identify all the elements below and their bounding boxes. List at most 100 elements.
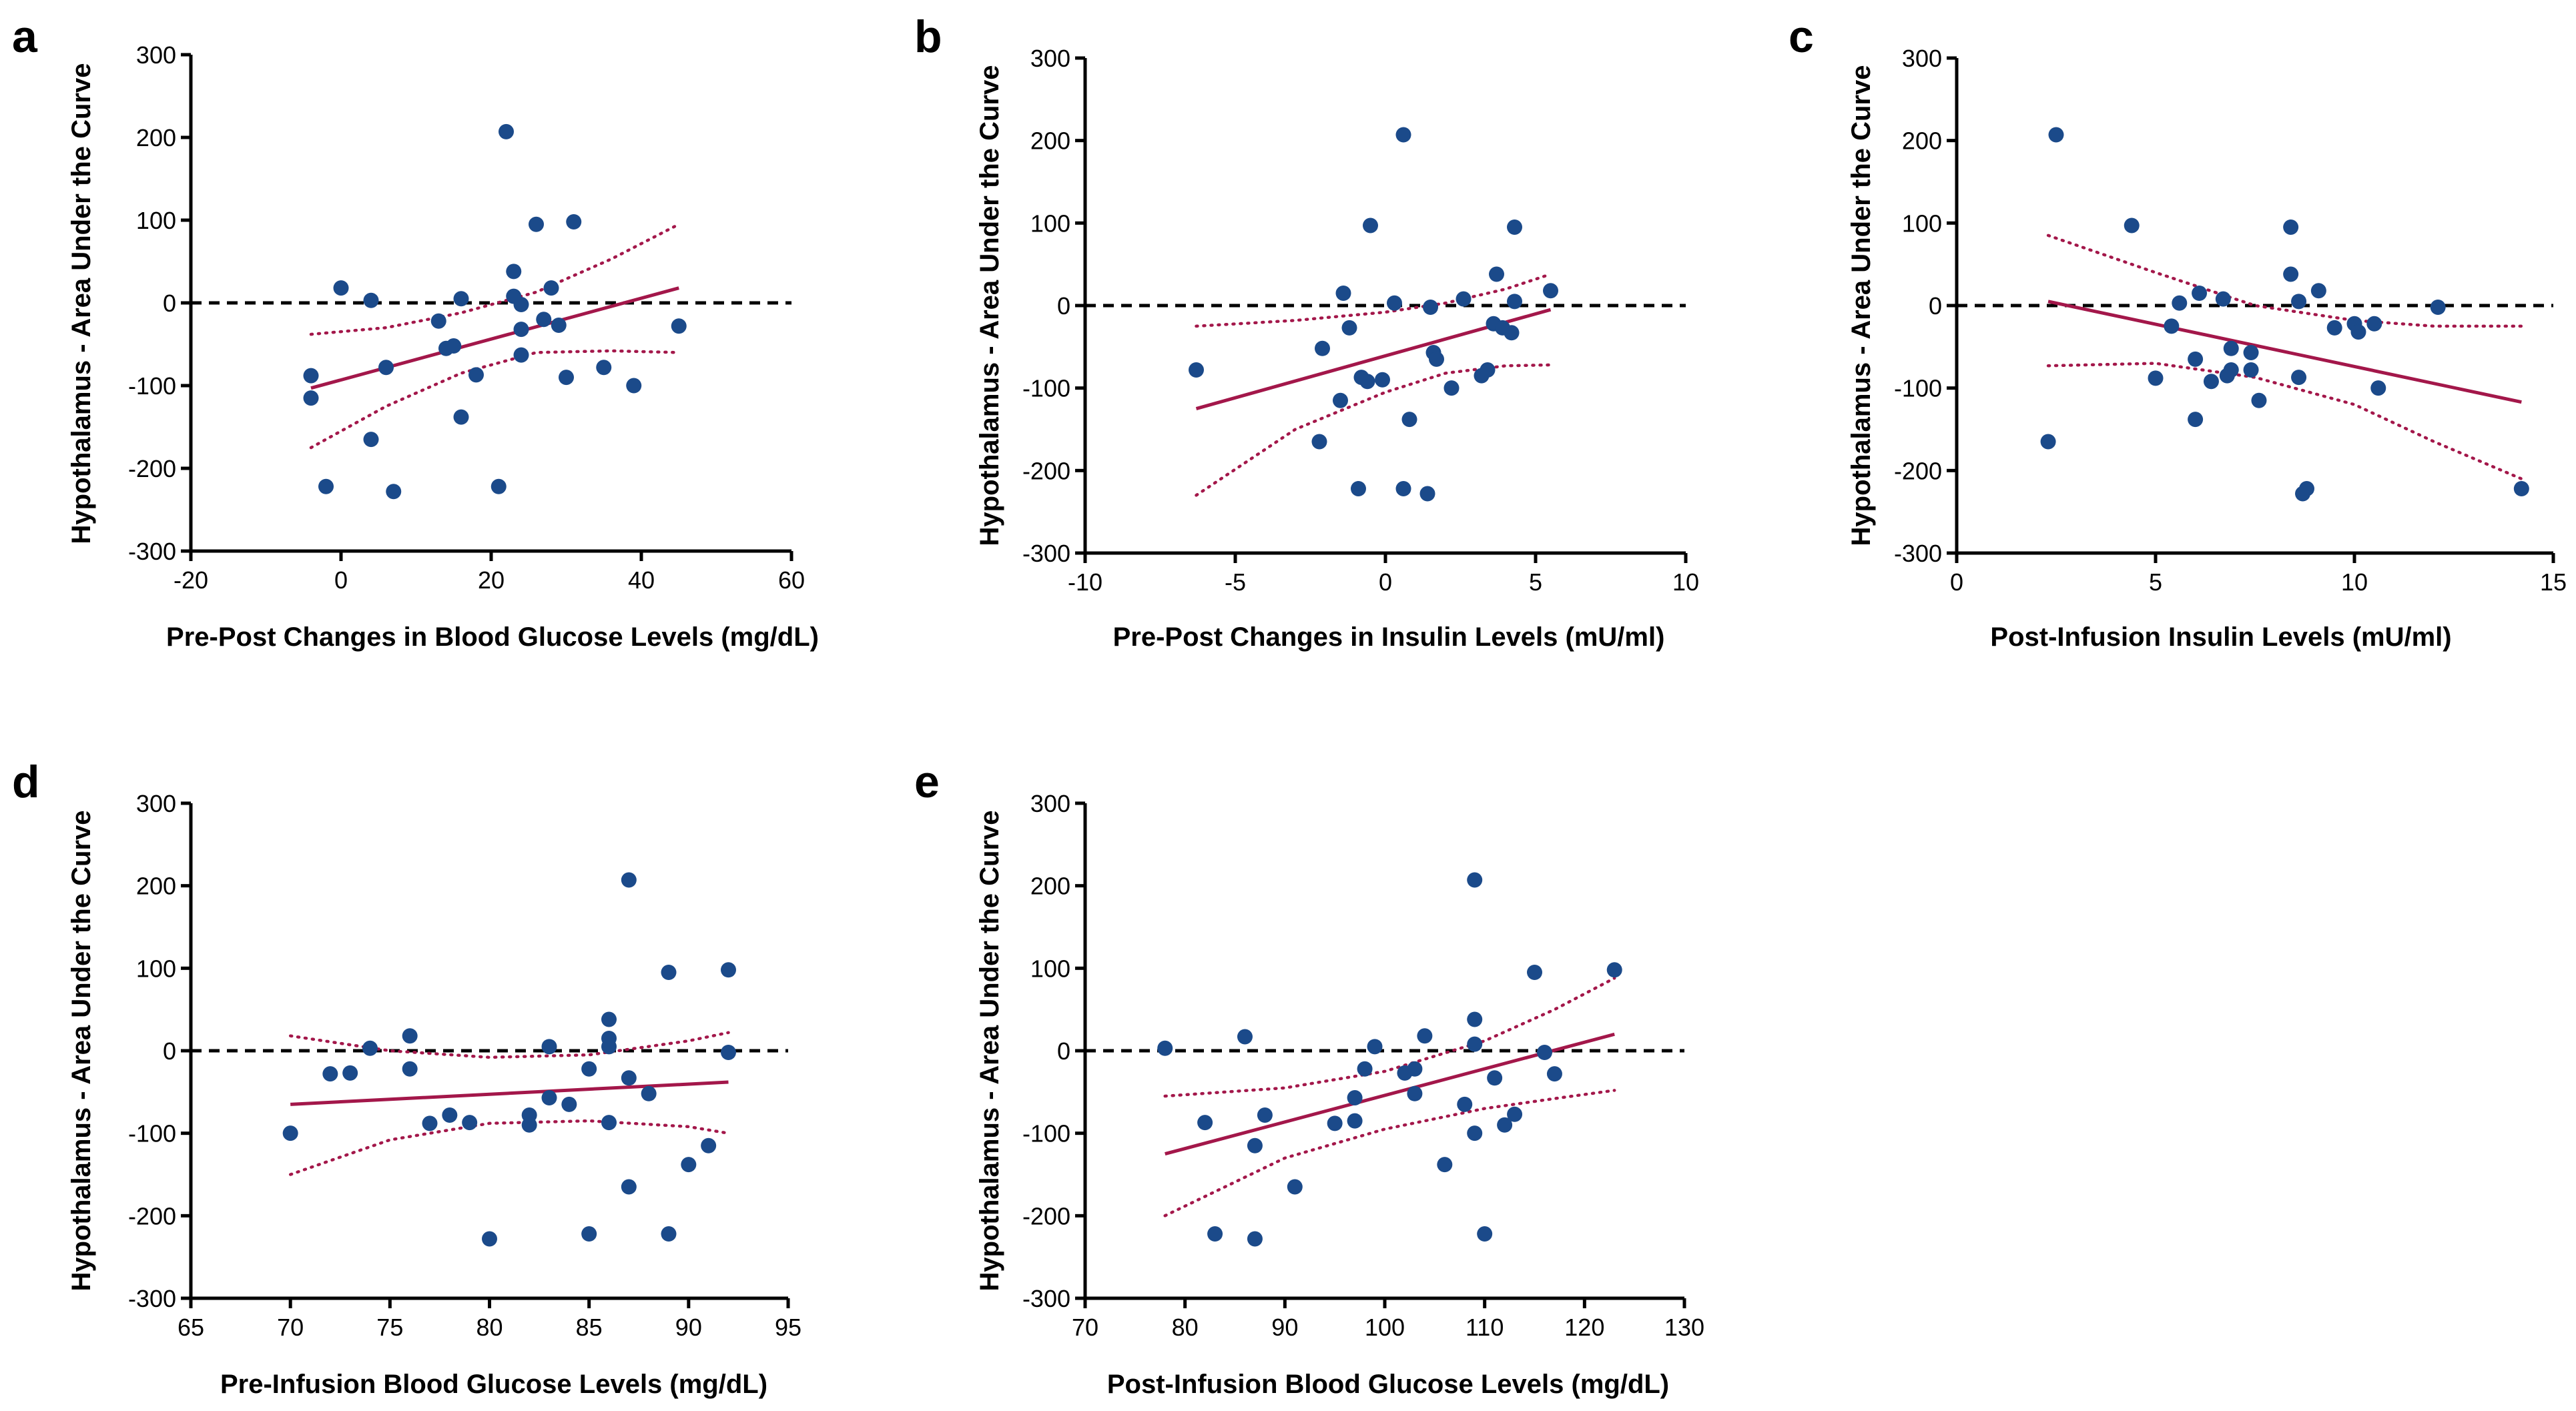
y-tick-label: 200 [136,873,176,900]
data-point [529,216,544,232]
data-point [1457,1096,1473,1112]
y-tick-label: -100 [1022,375,1070,402]
y-tick-label: 0 [163,1037,176,1065]
data-point [446,338,462,354]
data-point [1351,481,1366,497]
y-tick-label: -200 [1894,457,1942,484]
data-point [1367,1039,1383,1055]
data-point [2243,362,2259,378]
data-point [1401,412,1417,428]
data-point [513,296,529,312]
data-point [1359,374,1375,390]
data-point [1387,295,1402,311]
x-tick-label: 70 [1072,1314,1098,1341]
ci-lower-band [309,349,681,450]
y-tick-label: 0 [1057,292,1070,320]
data-point [386,484,402,500]
data-point [2310,283,2326,299]
data-point [671,318,687,334]
x-tick-label: -5 [1225,568,1246,596]
data-point [1287,1179,1303,1195]
y-axis-title-a: Hypothalamus - Area Under the Curve [67,63,96,544]
x-axis-title-a: Pre-Post Changes in Blood Glucose Levels… [166,622,819,652]
data-point [2366,316,2382,332]
data-point [453,409,469,425]
x-tick-label: 90 [1271,1314,1298,1341]
data-point [601,1039,617,1055]
data-point [1197,1115,1213,1131]
data-point [506,264,522,280]
data-point [468,367,484,383]
data-point [2291,294,2307,310]
x-tick-label: 70 [277,1314,304,1341]
data-point [626,378,642,394]
panel-a: a Hypothalamus - Area Under the Curve Pr… [12,11,819,652]
x-tick-label: 10 [2341,568,2368,596]
data-point [1311,434,1327,450]
y-tick-label: 100 [1030,209,1070,237]
data-point [1327,1115,1343,1131]
data-point [2350,324,2366,340]
data-point [543,280,559,296]
y-tick-label: -300 [1022,540,1070,567]
data-point [541,1039,557,1055]
data-point [2513,481,2529,497]
y-tick-label: -200 [1022,1202,1070,1230]
data-point [462,1115,478,1131]
data-point [1335,285,1351,301]
data-point [1189,362,1204,378]
x-tick-label: 15 [2540,568,2567,596]
data-point [1606,962,1622,978]
data-point [1207,1226,1223,1242]
data-point [2203,374,2219,390]
data-point [362,1040,378,1056]
data-point [1536,1044,1552,1060]
data-point [536,312,552,328]
data-point [402,1028,418,1044]
data-point [2223,340,2239,356]
data-point [513,322,529,338]
data-point [333,280,349,296]
data-point [1419,486,1435,502]
x-axis-title-d: Pre-Infusion Blood Glucose Levels (mg/dL… [220,1370,767,1399]
data-point [1507,219,1522,236]
regression-line [310,286,679,390]
data-point [2243,344,2259,360]
x-tick-label: 75 [376,1314,403,1341]
data-point [1247,1137,1263,1153]
x-tick-label: 100 [1365,1314,1405,1341]
data-point [482,1231,497,1247]
panel-c: c Hypothalamus - Area Under the Curve Po… [1789,11,2567,652]
y-tick-label: -200 [128,455,176,482]
data-point [1546,1066,1562,1082]
data-point [322,1066,338,1082]
x-tick-label: 5 [1529,568,1542,596]
ci-lower-band [1163,1089,1616,1218]
ci-upper-band [309,222,681,336]
data-point [1395,481,1411,497]
x-tick-label: 0 [334,566,348,594]
data-point [2124,217,2140,233]
data-point [1437,1157,1453,1173]
data-point [1375,372,1390,388]
data-point [378,360,394,376]
ci-upper-band [2046,233,2523,328]
data-point [581,1061,597,1077]
data-point [551,317,567,333]
data-point [561,1096,577,1112]
y-tick-label: 200 [136,124,176,151]
panel-b: b Hypothalamus - Area Under the Curve Pr… [914,11,1699,652]
ci-lower-band [1195,363,1552,497]
data-point [2192,285,2208,301]
x-tick-label: 110 [1466,1314,1504,1341]
data-point [1507,1106,1523,1122]
data-point [601,1115,617,1131]
data-point [2215,291,2231,307]
y-tick-label: 300 [1030,790,1070,817]
y-tick-label: -300 [128,1285,176,1312]
data-point [559,370,574,386]
data-point [1257,1107,1273,1123]
data-point [1247,1231,1263,1247]
data-point [1357,1061,1373,1077]
panel-letter-b: b [914,11,942,62]
